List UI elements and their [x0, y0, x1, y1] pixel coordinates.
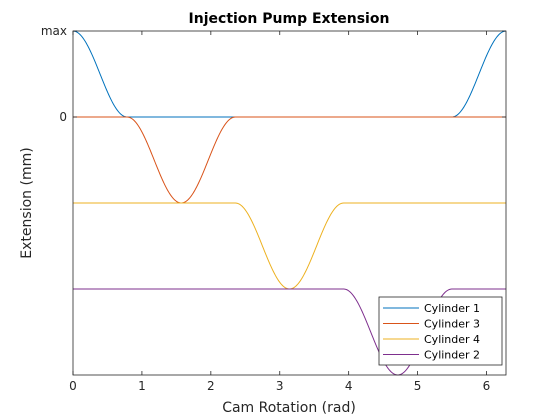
- x-tick-label: 2: [207, 379, 215, 393]
- legend-label-3: Cylinder 4: [424, 333, 480, 346]
- y-axis-label: Extension (mm): [19, 147, 35, 258]
- legend-label-4: Cylinder 2: [424, 349, 480, 362]
- y-tick-label: max: [41, 24, 67, 38]
- x-tick-label: 4: [345, 379, 353, 393]
- x-tick-label: 1: [138, 379, 146, 393]
- axes-box: [72, 30, 507, 376]
- legend-label-2: Cylinder 3: [424, 318, 480, 331]
- axes-layer: 0 1 2 3 4 5 6 max 0: [41, 24, 507, 393]
- x-tick-label: 6: [483, 379, 491, 393]
- x-axis-label: Cam Rotation (rad): [222, 400, 356, 416]
- legend-label-1: Cylinder 1: [424, 302, 480, 315]
- series-layer: [72, 30, 507, 376]
- chart-title: Injection Pump Extension: [189, 11, 390, 27]
- legend: Cylinder 1 Cylinder 3 Cylinder 4 Cylinder 2: [378, 296, 503, 366]
- y-tick-label: 0: [59, 110, 67, 124]
- series-line-2: [73, 116, 506, 204]
- x-tick-label: 5: [414, 379, 422, 393]
- x-tick-label: 0: [69, 379, 77, 393]
- x-tick-label: 3: [276, 379, 284, 393]
